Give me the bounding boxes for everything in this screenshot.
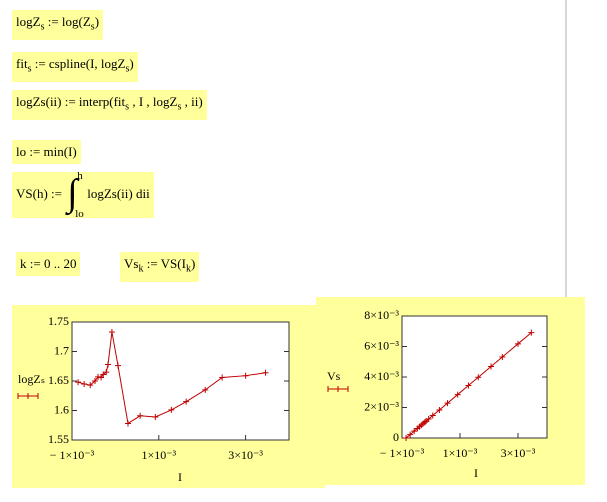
data-point: [407, 431, 414, 438]
math-subscript: k: [185, 263, 191, 275]
y-axis-label: logZₛ: [18, 372, 45, 386]
math-subscript: s: [177, 101, 182, 113]
math-text: ): [94, 14, 100, 29]
data-point: [454, 391, 461, 398]
y-tick-label: 1.65: [48, 373, 69, 387]
data-point: [100, 371, 107, 378]
data-point: [242, 372, 249, 379]
x-axis-label: I: [178, 470, 182, 484]
data-point: [202, 386, 209, 393]
math-subscript: s: [40, 21, 45, 33]
data-point: [87, 382, 94, 389]
math-subscript: s: [90, 21, 95, 33]
data-point: [219, 374, 226, 381]
math-text: lo := min(I): [16, 144, 77, 159]
data-point: [168, 406, 175, 413]
math-text: VS(h) :=: [16, 185, 66, 201]
math-subscript: s: [125, 63, 130, 75]
integral-upper: h: [77, 170, 83, 182]
data-point: [95, 373, 102, 380]
data-point: [421, 419, 428, 426]
data-point: [465, 382, 472, 389]
data-point: [124, 420, 131, 427]
integral-sign: ∫: [67, 172, 78, 214]
data-point: [515, 340, 521, 347]
math-text: logZs(ii) := interp(fit: [16, 94, 126, 109]
data-point: [499, 353, 506, 360]
x-tick-label: − 1×10⁻³: [380, 446, 425, 460]
x-tick-label: 1×10⁻³: [141, 448, 176, 462]
data-point: [418, 422, 425, 429]
data-point: [115, 362, 122, 369]
data-point: [488, 363, 495, 370]
integral: ∫ h lo: [65, 170, 87, 220]
x-axis-label: I: [474, 466, 478, 480]
trace-legend: [17, 393, 39, 399]
math-text: k := 0 .. 20: [20, 256, 77, 271]
data-point: [528, 329, 535, 336]
y-tick-label: 1.55: [48, 432, 69, 446]
math-subscript: s: [125, 101, 130, 113]
math-text: , I , logZ: [129, 94, 178, 109]
y-tick-label: 1.7: [54, 343, 69, 357]
y-tick-label: 8×10⁻³: [364, 308, 399, 322]
data-point: [436, 406, 443, 413]
math-subscript: s: [27, 63, 32, 75]
math-text: := cspline(I, logZ: [31, 56, 126, 71]
math-text: , ii): [181, 94, 203, 109]
data-point: [183, 398, 190, 405]
y-tick-label: 0: [393, 430, 399, 444]
x-tick-label: 1×10⁻³: [443, 446, 478, 460]
math-text: logZ: [16, 14, 41, 29]
integral-lower: lo: [75, 208, 84, 220]
data-point: [475, 374, 482, 381]
data-point: [108, 329, 115, 336]
math-region: fits := cspline(I, logZs): [12, 52, 138, 82]
data-point: [92, 378, 99, 384]
x-tick-label: 3×10⁻³: [501, 446, 536, 460]
y-tick-label: 1.6: [54, 402, 69, 416]
y-tick-label: 1.75: [48, 314, 69, 328]
math-text: ): [190, 256, 196, 271]
plot-area: [71, 321, 290, 441]
y-axis-label: Vs: [327, 369, 341, 383]
data-point: [137, 412, 144, 419]
data-point: [103, 369, 110, 376]
math-subscript: k: [138, 263, 144, 275]
data-point: [81, 380, 88, 387]
data-point: [425, 415, 432, 422]
data-point: [444, 400, 451, 407]
data-point: [262, 369, 269, 376]
math-region: logZs(ii) := interp(fits , I , logZs , i…: [12, 90, 207, 120]
math-region: k := 0 .. 20: [16, 252, 81, 276]
data-line: [77, 331, 266, 425]
math-text: logZs(ii) dii: [87, 185, 150, 201]
math-text: := log(Z: [44, 14, 91, 29]
math-text: fit: [16, 56, 28, 71]
data-point: [105, 361, 112, 368]
data-point: [75, 379, 82, 386]
math-region: lo := min(I): [12, 140, 81, 164]
math-text: Vs: [124, 256, 139, 271]
y-tick-label: 4×10⁻³: [364, 369, 399, 383]
data-point: [403, 435, 410, 441]
math-text: := VS(I: [143, 256, 186, 271]
x-tick-label: − 1×10⁻³: [50, 448, 95, 462]
math-text: ): [129, 56, 134, 71]
data-point: [152, 413, 159, 420]
math-region: VS(h) := ∫ h lo logZs(ii) dii: [12, 170, 154, 220]
plot-area: [401, 315, 548, 439]
math-region: logZs := log(Zs): [12, 10, 104, 40]
trace-legend: [327, 386, 349, 392]
y-tick-label: 6×10⁻³: [364, 338, 399, 352]
math-region: Vsk := VS(Ik): [120, 252, 200, 282]
x-tick-label: 3×10⁻³: [228, 448, 263, 462]
y-tick-label: 2×10⁻³: [364, 399, 399, 413]
data-point: [411, 428, 418, 435]
data-point: [429, 412, 436, 419]
